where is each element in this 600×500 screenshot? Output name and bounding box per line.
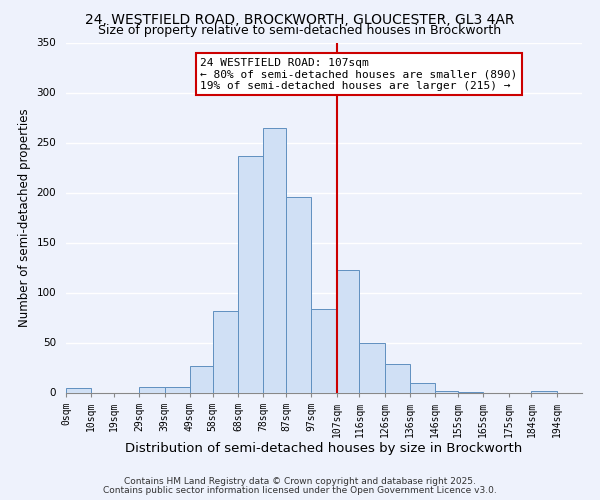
Bar <box>213 310 238 392</box>
Text: 24, WESTFIELD ROAD, BROCKWORTH, GLOUCESTER, GL3 4AR: 24, WESTFIELD ROAD, BROCKWORTH, GLOUCEST… <box>85 12 515 26</box>
Y-axis label: Number of semi-detached properties: Number of semi-detached properties <box>18 108 31 327</box>
Bar <box>263 128 286 392</box>
Bar <box>139 386 164 392</box>
Bar <box>286 196 311 392</box>
Bar <box>385 364 410 392</box>
Bar <box>164 386 190 392</box>
X-axis label: Distribution of semi-detached houses by size in Brockworth: Distribution of semi-detached houses by … <box>125 442 523 456</box>
Text: 24 WESTFIELD ROAD: 107sqm
← 80% of semi-detached houses are smaller (890)
19% of: 24 WESTFIELD ROAD: 107sqm ← 80% of semi-… <box>200 58 517 90</box>
Bar <box>435 390 458 392</box>
Text: Contains HM Land Registry data © Crown copyright and database right 2025.: Contains HM Land Registry data © Crown c… <box>124 477 476 486</box>
Bar <box>311 308 337 392</box>
Bar <box>410 382 435 392</box>
Bar <box>66 388 91 392</box>
Bar <box>532 390 557 392</box>
Bar <box>238 156 263 392</box>
Bar <box>359 342 385 392</box>
Text: Contains public sector information licensed under the Open Government Licence v3: Contains public sector information licen… <box>103 486 497 495</box>
Bar <box>190 366 213 392</box>
Bar <box>337 270 359 392</box>
Text: Size of property relative to semi-detached houses in Brockworth: Size of property relative to semi-detach… <box>98 24 502 37</box>
